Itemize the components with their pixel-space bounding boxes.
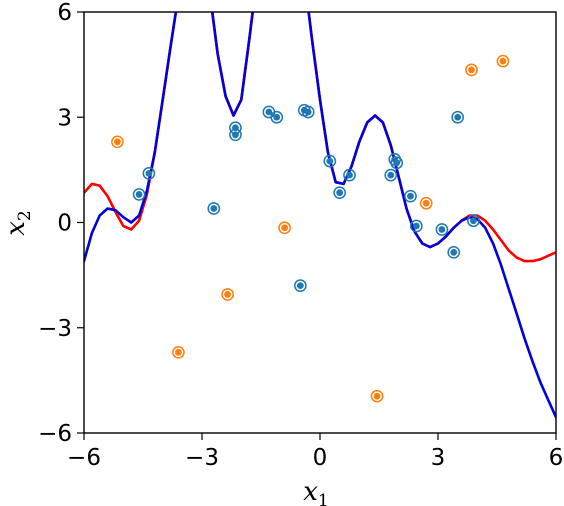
data-point-ring (301, 105, 315, 119)
curve-1 (84, 12, 556, 263)
data-point (467, 214, 480, 228)
data-point-dot (114, 138, 121, 146)
data-point (496, 54, 510, 68)
data-point (390, 156, 404, 170)
data-point (111, 135, 124, 149)
data-point-ring (323, 154, 337, 168)
data-point-ring (333, 186, 347, 200)
data-point-ring (447, 245, 461, 259)
x-axis-ticks: −6 −3 0 3 6 (67, 433, 563, 471)
data-point-ring (465, 63, 478, 77)
data-point-ring (419, 196, 433, 210)
data-point (419, 196, 433, 210)
data-point-dot (470, 217, 477, 225)
data-point (132, 188, 146, 201)
x-tick-label: 3 (431, 445, 446, 471)
y-tick-label: 6 (57, 0, 72, 26)
data-point (229, 128, 242, 142)
data-point (370, 389, 384, 403)
x-tick-label: −3 (185, 445, 219, 471)
data-point-dot (438, 226, 446, 233)
data-point-dot (454, 113, 462, 121)
data-point-dot (499, 57, 507, 65)
data-point-ring (172, 345, 185, 359)
data-point-dot (450, 248, 458, 256)
data-point-dot (422, 199, 430, 207)
data-point (262, 105, 276, 119)
data-point-ring (451, 110, 465, 124)
data-point-dot (346, 171, 353, 179)
data-point-ring (229, 128, 242, 142)
data-point-dot (210, 205, 218, 212)
data-point (278, 221, 291, 235)
data-point-dot (175, 348, 182, 356)
data-point-dot (232, 131, 239, 139)
data-point (451, 110, 465, 124)
data-point-dot (224, 291, 231, 298)
y-tick-label: −3 (38, 316, 72, 342)
data-point-ring (111, 135, 124, 149)
data-point (404, 189, 417, 203)
data-points (111, 54, 510, 403)
data-point-dot (387, 171, 395, 179)
data-point (410, 219, 423, 233)
data-point (343, 168, 356, 182)
y-tick-label: 0 (57, 211, 72, 237)
x-axis-label: x1 (303, 477, 329, 506)
data-point-dot (373, 392, 381, 400)
data-point-dot (336, 189, 344, 197)
data-point (301, 105, 315, 119)
data-point (435, 223, 449, 236)
data-point-dot (281, 224, 288, 232)
data-point-ring (384, 168, 398, 182)
data-point-dot (407, 192, 414, 200)
data-point-ring (390, 156, 404, 170)
y-tick-label: −6 (38, 421, 72, 447)
decision-curves (84, 12, 556, 419)
data-point-dot (145, 169, 153, 177)
data-point-ring (496, 54, 510, 68)
data-point (333, 186, 347, 200)
data-point-dot (412, 222, 420, 230)
data-point (142, 167, 156, 180)
data-point-ring (370, 389, 384, 403)
y-tick-label: 3 (57, 105, 72, 131)
data-point-dot (468, 66, 475, 74)
data-point-dot (326, 157, 334, 165)
data-point-ring (343, 168, 356, 182)
x-tick-label: 6 (549, 445, 564, 471)
data-point (323, 154, 337, 168)
data-point-ring (221, 288, 234, 301)
data-point-ring (132, 188, 146, 201)
data-point-ring (142, 167, 156, 180)
data-point-dot (135, 191, 143, 198)
data-point-ring (270, 110, 284, 124)
data-point-ring (467, 214, 480, 228)
x-tick-label: −6 (67, 445, 101, 471)
data-point (207, 202, 221, 215)
data-point-dot (296, 282, 304, 290)
data-point-dot (273, 113, 281, 121)
data-point (172, 345, 185, 359)
curve-2 (84, 12, 556, 419)
data-point-ring (207, 202, 221, 215)
data-point-ring (410, 219, 423, 233)
data-point-dot (304, 108, 312, 116)
data-point-ring (293, 279, 307, 292)
y-axis-ticks: −6 −3 0 3 6 (38, 0, 84, 447)
data-point (384, 168, 398, 182)
data-point (293, 279, 307, 292)
data-point (465, 63, 478, 77)
y-axis-label: x2 (1, 210, 35, 236)
data-point-ring (435, 223, 449, 236)
data-point-dot (265, 108, 273, 116)
x-tick-label: 0 (313, 445, 328, 471)
data-point-dot (393, 159, 401, 167)
data-point (447, 245, 461, 259)
data-point (221, 288, 234, 301)
data-point (270, 110, 284, 124)
data-point-ring (404, 189, 417, 203)
data-point-ring (278, 221, 291, 235)
